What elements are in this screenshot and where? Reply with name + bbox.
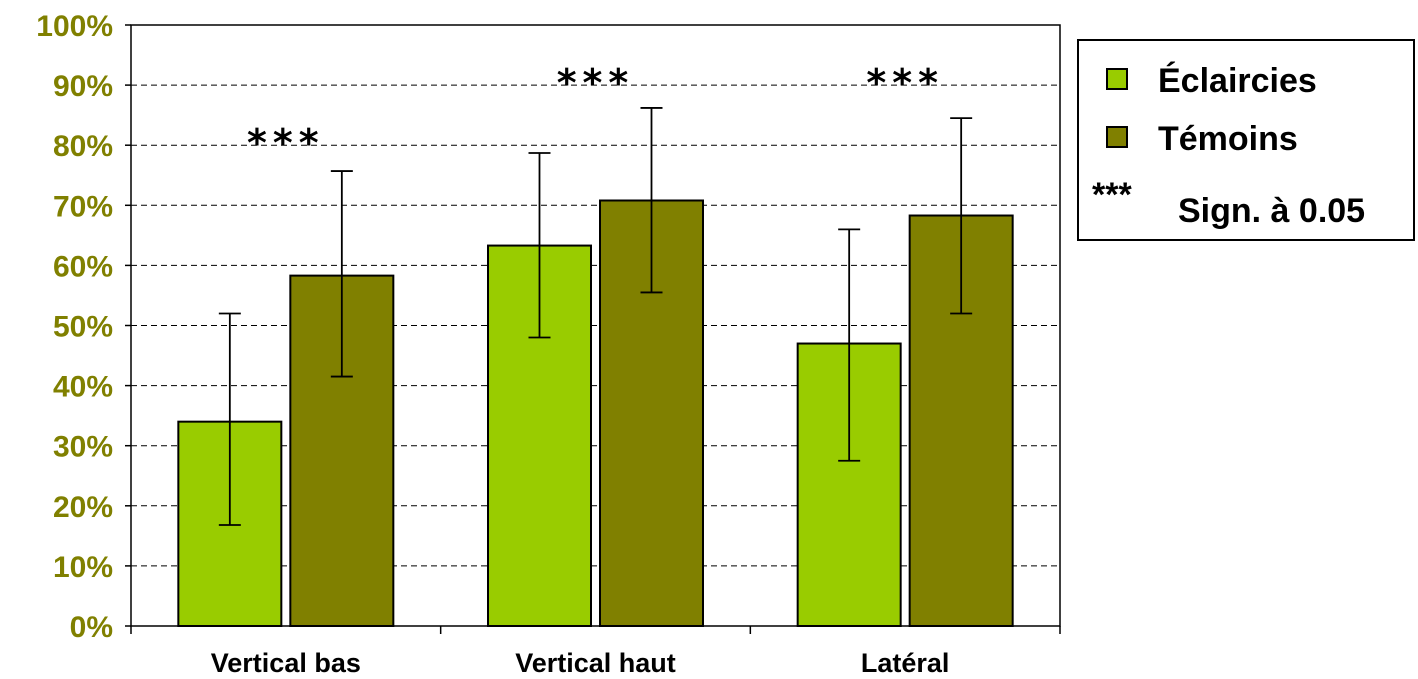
y-tick-label: 80% [53,130,113,163]
y-tick-label: 60% [53,250,113,283]
significance-mark: *** [557,61,635,105]
y-tick-label: 30% [53,431,113,464]
x-tick-label: Vertical haut [515,648,676,678]
y-axis-tick-labels: 0% 10% 20% 30% 40% 50% 60% 70% 80% 90% 100% [36,10,113,644]
y-tick-label: 10% [53,551,113,584]
y-tick-label: 50% [53,311,113,344]
significance-mark: *** [866,61,944,105]
y-tick-label: 100% [36,10,113,43]
legend-swatch-temoins [1106,126,1128,148]
legend-label-eclaircies: Éclaircies [1158,62,1317,100]
significance-marks: *** *** *** [247,61,944,165]
y-tick-label: 90% [53,70,113,103]
legend-significance-symbol: *** [1092,176,1132,214]
legend-box [1077,39,1415,241]
y-tick-label: 70% [53,190,113,223]
legend: Éclaircies Témoins *** Sign. à 0.05 [1077,39,1415,241]
gridlines [131,84,1060,567]
y-tick-label: 0% [70,611,113,644]
plot-area-frame [130,24,1061,627]
x-tick-label: Vertical bas [211,648,361,678]
legend-swatch-eclaircies [1106,68,1128,90]
y-tick-label: 20% [53,491,113,524]
significance-mark: *** [247,121,325,165]
error-bars [218,107,973,526]
legend-label-temoins: Témoins [1158,120,1298,158]
x-tick-label: Latéral [861,648,950,678]
y-tick-label: 40% [53,371,113,404]
legend-significance-label: Sign. à 0.05 [1178,192,1365,230]
axes [125,24,1061,634]
x-axis-tick-labels: Vertical bas Vertical haut Latéral [211,648,950,678]
bars [177,199,1014,628]
